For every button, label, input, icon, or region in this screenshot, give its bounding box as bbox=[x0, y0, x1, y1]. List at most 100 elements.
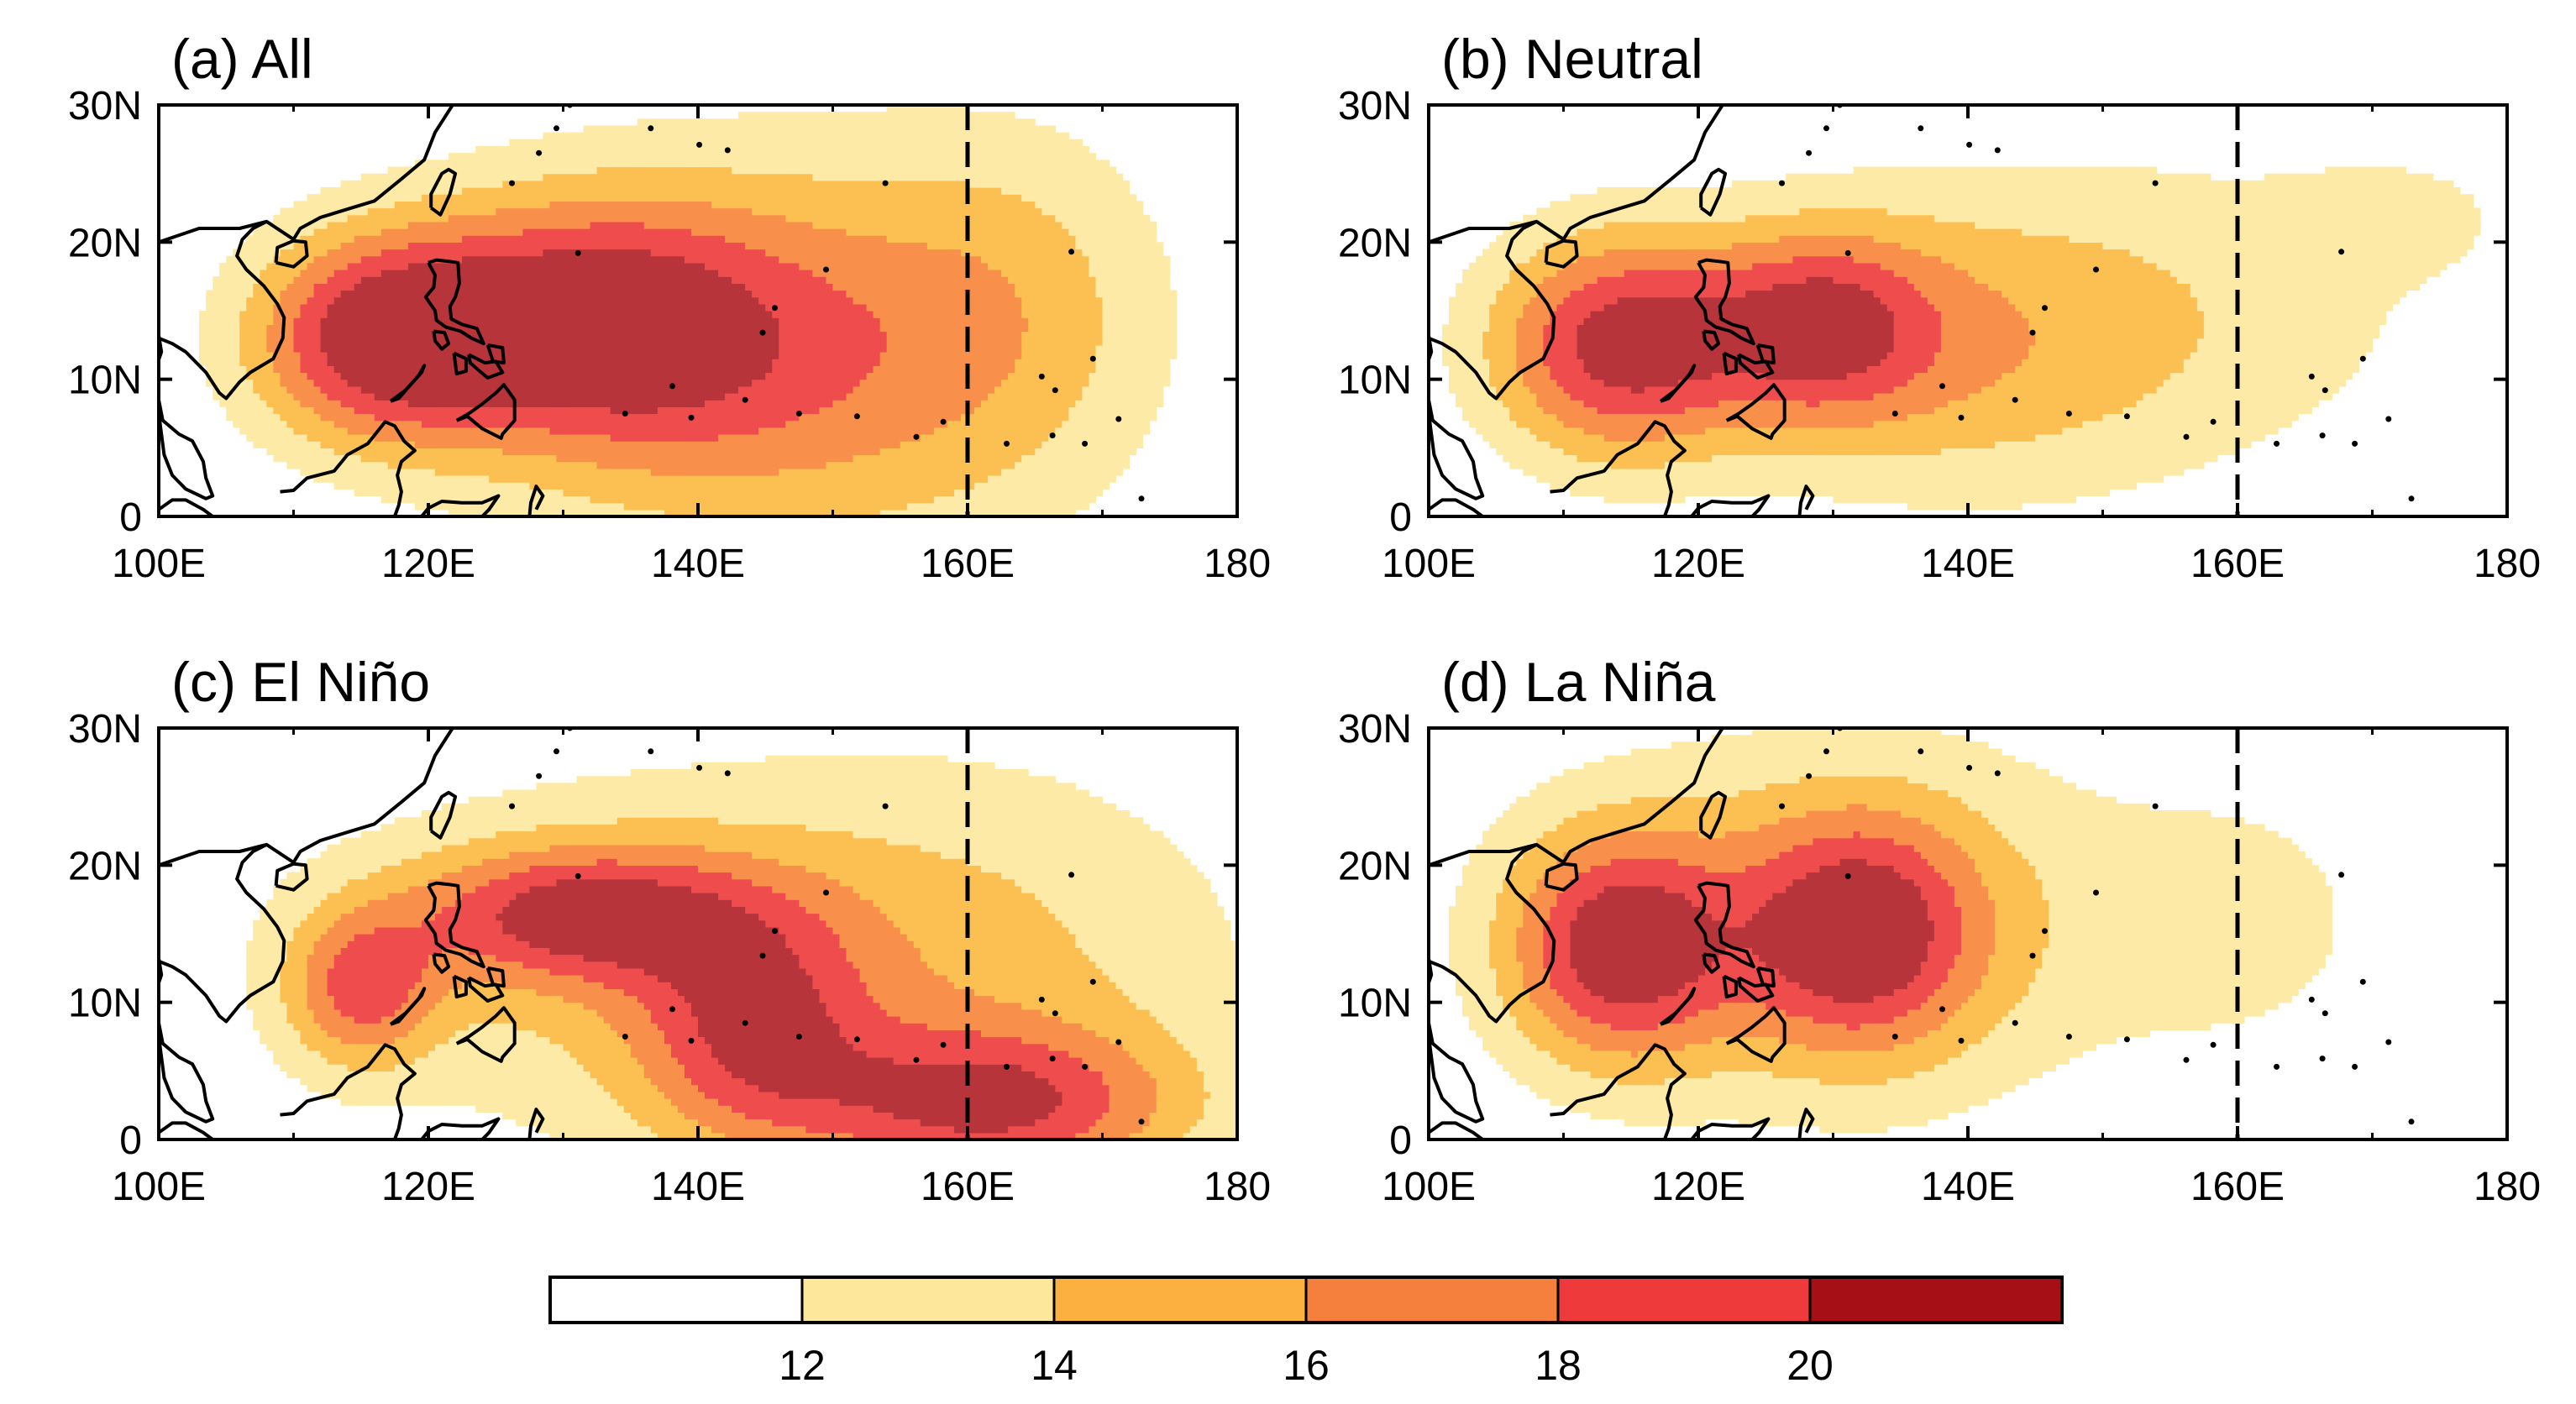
contour-cell bbox=[576, 359, 585, 366]
contour-cell bbox=[414, 413, 422, 422]
contour-cell bbox=[745, 324, 753, 333]
contour-cell bbox=[435, 461, 443, 469]
contour-cell bbox=[536, 379, 543, 387]
contour-cell bbox=[616, 194, 625, 202]
contour-cell bbox=[583, 434, 591, 442]
contour-cell bbox=[677, 324, 685, 333]
contour-cell bbox=[650, 461, 658, 469]
contour-cell bbox=[637, 331, 645, 339]
contour-cell bbox=[401, 420, 409, 428]
contour-cell bbox=[738, 228, 746, 236]
contour-cell bbox=[414, 352, 422, 359]
contour-cell bbox=[253, 420, 260, 428]
contour-cell bbox=[758, 454, 766, 463]
contour-cell bbox=[435, 489, 443, 497]
contour-cell bbox=[199, 324, 207, 333]
contour-cell bbox=[300, 303, 308, 312]
contour-cell bbox=[462, 187, 470, 195]
contour-cell bbox=[489, 413, 496, 422]
contour-cell bbox=[462, 400, 470, 407]
contour-cell bbox=[246, 352, 254, 359]
contour-cell bbox=[307, 317, 315, 325]
contour-cell bbox=[590, 262, 598, 270]
contour-cell bbox=[684, 338, 692, 346]
contour-cell bbox=[380, 311, 389, 318]
contour-cell bbox=[805, 324, 813, 333]
contour-cell bbox=[569, 194, 578, 202]
contour-cell bbox=[387, 359, 396, 366]
contour-cell bbox=[489, 344, 496, 353]
contour-cell bbox=[522, 385, 530, 394]
contour-cell bbox=[320, 393, 328, 401]
contour-cell bbox=[569, 372, 578, 380]
contour-cell bbox=[677, 352, 685, 359]
contour-cell bbox=[509, 276, 517, 284]
contour-cell bbox=[516, 187, 523, 195]
contour-cell bbox=[839, 365, 847, 374]
contour-cell bbox=[637, 235, 645, 243]
contour-cell bbox=[725, 303, 732, 312]
contour-cell bbox=[475, 290, 483, 298]
contour-cell bbox=[745, 482, 753, 490]
contour-cell bbox=[826, 475, 834, 483]
contour-cell bbox=[239, 400, 247, 407]
contour-cell bbox=[502, 448, 510, 456]
contour-cell bbox=[691, 338, 699, 346]
contour-cell bbox=[839, 317, 847, 325]
contour-cell bbox=[583, 303, 591, 312]
contour-cell bbox=[725, 495, 732, 504]
contour-cell bbox=[394, 242, 402, 250]
contour-cell bbox=[307, 406, 315, 415]
contour-cell bbox=[792, 365, 800, 374]
contour-cell bbox=[449, 448, 456, 456]
contour-cell bbox=[583, 338, 591, 346]
contour-cell bbox=[583, 125, 591, 134]
contour-cell bbox=[752, 475, 759, 483]
contour-cell bbox=[347, 475, 355, 483]
contour-cell bbox=[812, 166, 820, 175]
contour-cell bbox=[853, 180, 861, 188]
contour-cell bbox=[414, 427, 422, 435]
contour-cell bbox=[772, 427, 779, 435]
contour-cell bbox=[725, 214, 732, 223]
contour-cell bbox=[333, 448, 342, 456]
contour-cell bbox=[422, 194, 429, 202]
contour-cell bbox=[711, 427, 719, 435]
contour-cell bbox=[812, 385, 820, 394]
contour-cell bbox=[623, 413, 632, 422]
contour-cell bbox=[360, 482, 369, 490]
contour-cell bbox=[610, 400, 618, 407]
contour-cell bbox=[623, 482, 632, 490]
contour-cell bbox=[623, 221, 632, 229]
contour-cell bbox=[711, 475, 719, 483]
contour-cell bbox=[286, 303, 295, 312]
contour-cell bbox=[610, 311, 618, 318]
contour-cell bbox=[691, 290, 699, 298]
contour-cell bbox=[819, 207, 827, 216]
contour-cell bbox=[522, 160, 530, 168]
contour-cell bbox=[590, 201, 598, 209]
contour-cell bbox=[496, 187, 503, 195]
contour-cell bbox=[684, 235, 692, 243]
contour-cell bbox=[549, 317, 557, 325]
contour-cell bbox=[637, 427, 645, 435]
contour-cell bbox=[407, 352, 416, 359]
contour-cell bbox=[422, 290, 429, 298]
contour-cell bbox=[670, 242, 679, 250]
contour-cell bbox=[725, 153, 732, 160]
contour-cell bbox=[610, 276, 618, 284]
contour-cell bbox=[407, 324, 416, 333]
contour-cell bbox=[819, 303, 827, 312]
contour-cell bbox=[286, 270, 295, 277]
contour-cell bbox=[718, 228, 726, 236]
contour-cell bbox=[859, 324, 868, 333]
contour-cell bbox=[596, 393, 605, 401]
contour-cell bbox=[266, 385, 274, 394]
contour-cell bbox=[725, 125, 732, 134]
contour-cell bbox=[529, 276, 537, 284]
contour-cell bbox=[691, 166, 699, 175]
contour-cell bbox=[745, 434, 753, 442]
contour-cell bbox=[549, 153, 557, 160]
contour-cell bbox=[333, 420, 342, 428]
contour-cell bbox=[772, 228, 779, 236]
